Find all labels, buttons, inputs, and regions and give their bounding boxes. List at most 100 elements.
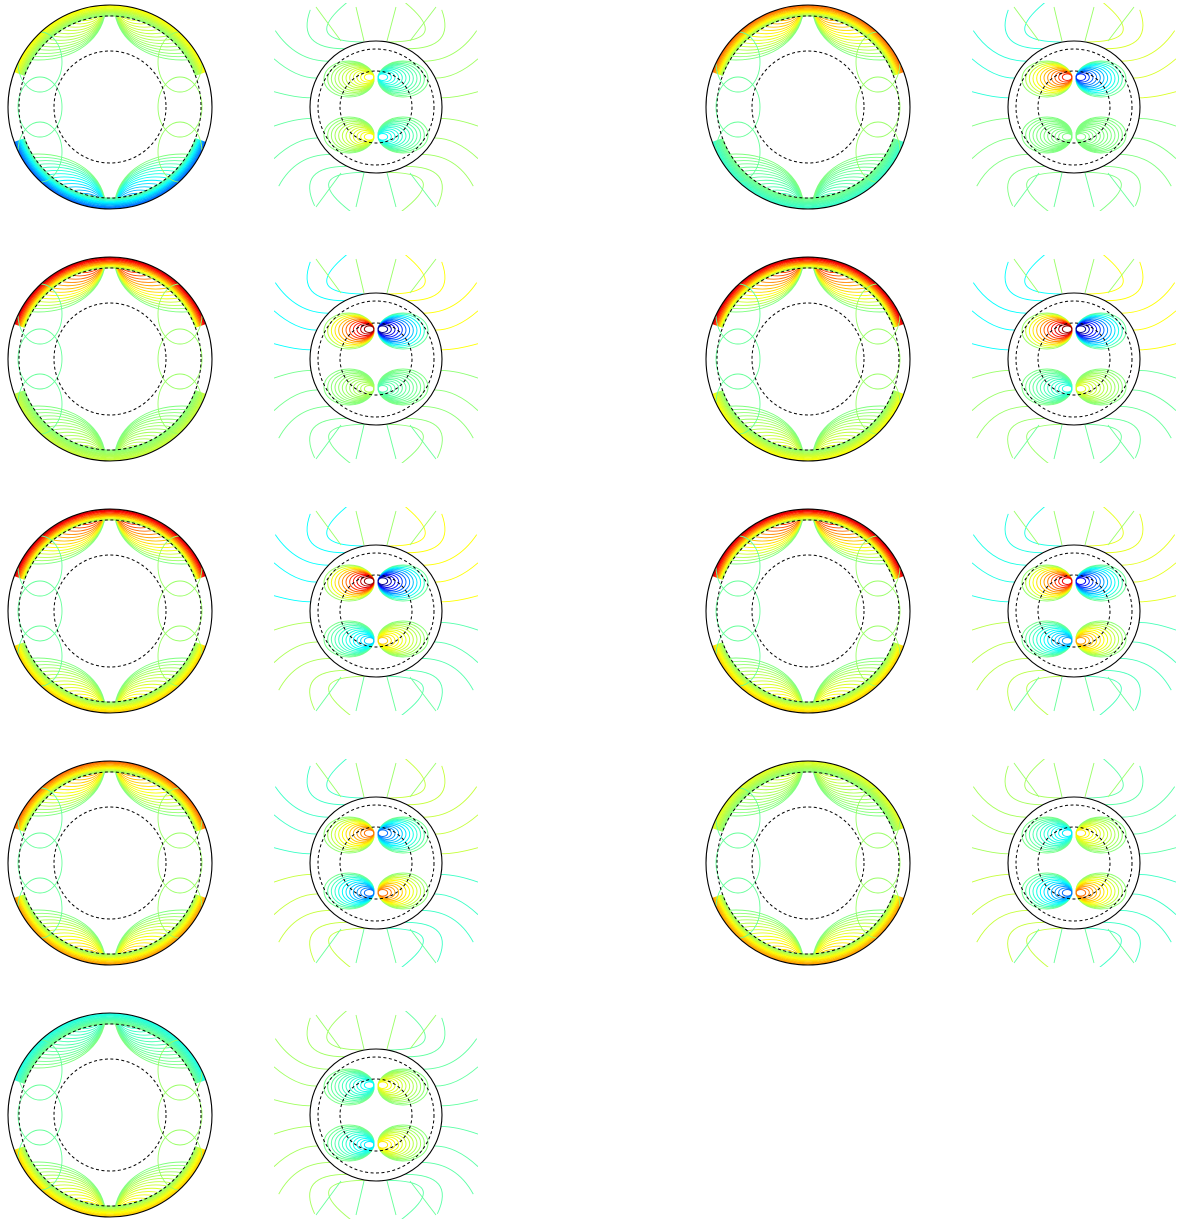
contour-lines (8, 509, 212, 713)
field-lines (972, 507, 1176, 715)
contour-lines (706, 509, 910, 713)
field-lines (274, 759, 478, 967)
outer-dashed-circle (18, 15, 202, 199)
contour-panel (7, 255, 478, 463)
contour-lines (706, 761, 910, 965)
inner-dashed-circle (1037, 574, 1111, 648)
outer-dashed-circle (317, 804, 435, 922)
shell-contour-plot (7, 256, 213, 462)
outer-dashed-circle (317, 552, 435, 670)
inner-dashed-circle (339, 574, 413, 648)
field-lines (274, 507, 478, 715)
outer-boundary-circle (1007, 292, 1141, 426)
outer-dashed-circle (18, 771, 202, 955)
outer-dashed-circle (317, 1056, 435, 1174)
field-contour-plot (972, 3, 1176, 211)
inner-dashed-circle (751, 302, 865, 416)
inner-dashed-circle (1037, 70, 1111, 144)
dipole-lobes (1021, 564, 1127, 658)
outer-boundary-circle (705, 256, 911, 462)
shell-contour-plot (705, 256, 911, 462)
field-lines (972, 759, 1176, 967)
contour-panel (705, 3, 1176, 211)
inner-dashed-circle (339, 322, 413, 396)
outer-dashed-circle (1015, 804, 1133, 922)
outer-dashed-circle (1015, 300, 1133, 418)
outer-boundary-circle (309, 796, 443, 930)
inner-dashed-circle (751, 806, 865, 920)
inner-dashed-circle (339, 826, 413, 900)
outer-boundary-circle (7, 4, 213, 210)
field-contour-plot (274, 1011, 478, 1219)
dipole-lobes (323, 816, 429, 910)
inner-dashed-circle (1037, 322, 1111, 396)
outer-dashed-circle (716, 519, 900, 703)
field-contour-plot (972, 255, 1176, 463)
dipole-lobes (1021, 816, 1127, 910)
inner-dashed-circle (53, 806, 167, 920)
contour-lines (706, 257, 910, 461)
contour-lines (706, 5, 910, 209)
outer-dashed-circle (716, 771, 900, 955)
field-contour-plot (274, 759, 478, 967)
shell-contour-plot (7, 1012, 213, 1218)
outer-dashed-circle (18, 267, 202, 451)
shell-contour-plot (705, 508, 911, 714)
outer-boundary-circle (1007, 40, 1141, 174)
field-contour-plot (972, 507, 1176, 715)
outer-boundary-circle (309, 544, 443, 678)
contour-panel (705, 255, 1176, 463)
contour-panel (7, 1011, 478, 1219)
field-contour-plot (274, 3, 478, 211)
contour-panel (7, 759, 478, 967)
outer-boundary-circle (309, 292, 443, 426)
outer-dashed-circle (18, 1023, 202, 1207)
field-lines (274, 3, 478, 211)
dipole-lobes (323, 60, 429, 154)
field-lines (972, 255, 1176, 463)
outer-dashed-circle (317, 300, 435, 418)
outer-dashed-circle (716, 15, 900, 199)
outer-boundary-circle (309, 1048, 443, 1182)
dipole-lobes (323, 1068, 429, 1162)
field-lines (274, 255, 478, 463)
outer-boundary-circle (7, 1012, 213, 1218)
shell-contour-plot (705, 760, 911, 966)
shell-contour-plot (7, 508, 213, 714)
inner-dashed-circle (339, 70, 413, 144)
inner-dashed-circle (339, 1078, 413, 1152)
field-lines (972, 3, 1176, 211)
field-lines (274, 1011, 478, 1219)
dipole-lobes (1021, 312, 1127, 406)
inner-dashed-circle (751, 554, 865, 668)
field-contour-plot (972, 759, 1176, 967)
inner-dashed-circle (53, 302, 167, 416)
dipole-lobes (1021, 60, 1127, 154)
outer-dashed-circle (1015, 48, 1133, 166)
inner-dashed-circle (1037, 826, 1111, 900)
inner-dashed-circle (751, 50, 865, 164)
outer-boundary-circle (705, 4, 911, 210)
contour-panel (7, 507, 478, 715)
contour-panel (7, 3, 478, 211)
contour-panel (705, 507, 1176, 715)
outer-boundary-circle (1007, 796, 1141, 930)
outer-boundary-circle (7, 508, 213, 714)
dipole-lobes (323, 564, 429, 658)
outer-boundary-circle (705, 508, 911, 714)
dipole-lobes (323, 312, 429, 406)
outer-dashed-circle (716, 267, 900, 451)
inner-dashed-circle (53, 554, 167, 668)
inner-dashed-circle (53, 1058, 167, 1172)
field-contour-plot (274, 255, 478, 463)
contour-panel (705, 759, 1176, 967)
outer-boundary-circle (7, 760, 213, 966)
shell-contour-plot (7, 4, 213, 210)
outer-dashed-circle (18, 519, 202, 703)
outer-boundary-circle (7, 256, 213, 462)
outer-boundary-circle (1007, 544, 1141, 678)
inner-dashed-circle (53, 50, 167, 164)
outer-boundary-circle (705, 760, 911, 966)
